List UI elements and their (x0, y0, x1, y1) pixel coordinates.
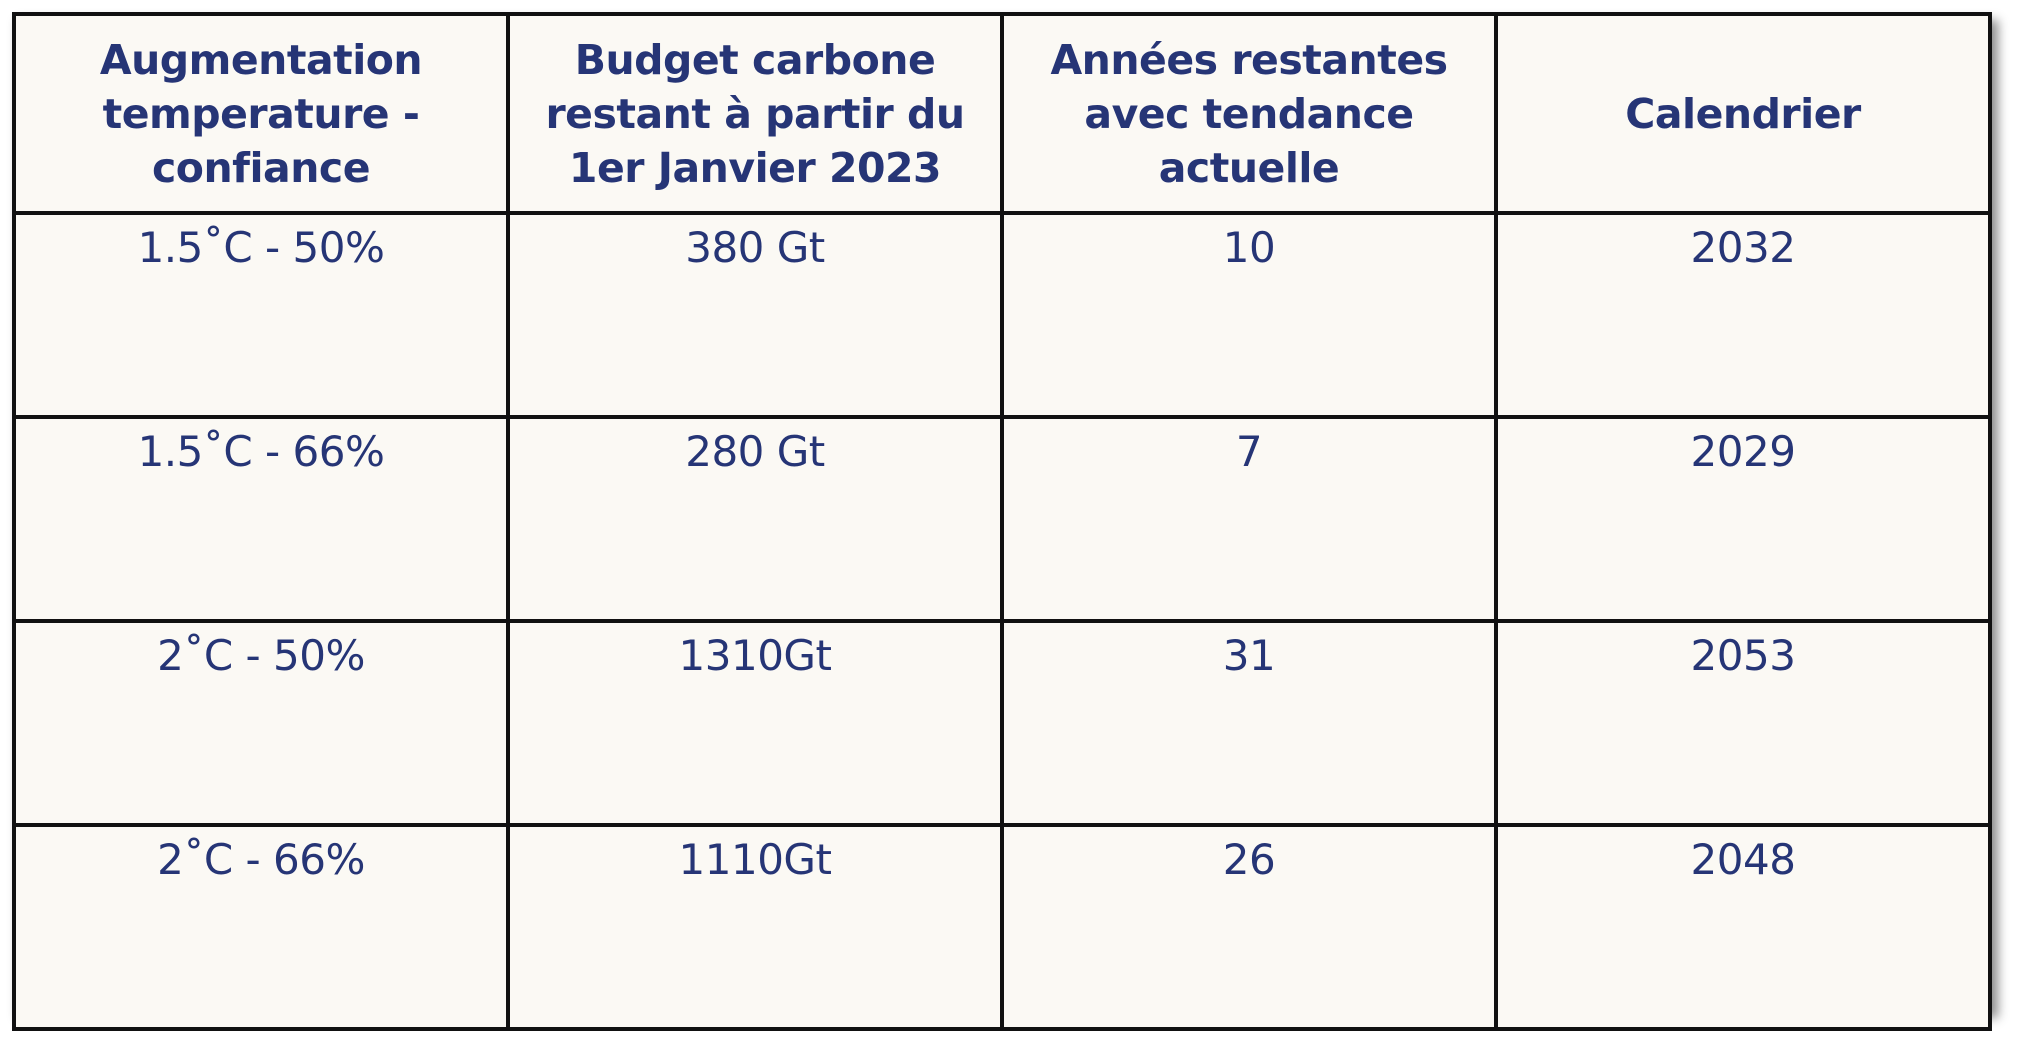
cell-calendar: 2053 (1494, 619, 1992, 827)
cell-calendar: 2048 (1494, 823, 1992, 1031)
cell-carbon-budget: 1110Gt (506, 823, 1004, 1031)
cell-remaining-years: 26 (1000, 823, 1498, 1031)
carbon-budget-table: Augmentation temperature - confiance Bud… (12, 12, 1992, 1031)
cell-remaining-years: 7 (1000, 415, 1498, 623)
cell-calendar: 2032 (1494, 211, 1992, 419)
cell-calendar: 2029 (1494, 415, 1992, 623)
header-row: Augmentation temperature - confiance Bud… (12, 12, 1992, 215)
cell-temperature-confidence: 1.5˚C - 50% (12, 211, 510, 419)
header-remaining-years: Années restantes avec tendance actuelle (1000, 12, 1498, 215)
table-frame: Augmentation temperature - confiance Bud… (12, 12, 1992, 1031)
cell-temperature-confidence: 1.5˚C - 66% (12, 415, 510, 623)
table-row: 2˚C - 66% 1110Gt 26 2048 (12, 823, 1992, 1031)
header-temperature-confidence: Augmentation temperature - confiance (12, 12, 510, 215)
header-carbon-budget: Budget carbone restant à partir du 1er J… (506, 12, 1004, 215)
cell-temperature-confidence: 2˚C - 50% (12, 619, 510, 827)
table-row: 2˚C - 50% 1310Gt 31 2053 (12, 619, 1992, 827)
cell-carbon-budget: 380 Gt (506, 211, 1004, 419)
table-row: 1.5˚C - 66% 280 Gt 7 2029 (12, 415, 1992, 623)
cell-carbon-budget: 1310Gt (506, 619, 1004, 827)
cell-remaining-years: 31 (1000, 619, 1498, 827)
table-row: 1.5˚C - 50% 380 Gt 10 2032 (12, 211, 1992, 419)
cell-remaining-years: 10 (1000, 211, 1498, 419)
cell-temperature-confidence: 2˚C - 66% (12, 823, 510, 1031)
header-calendar: Calendrier (1494, 12, 1992, 215)
cell-carbon-budget: 280 Gt (506, 415, 1004, 623)
